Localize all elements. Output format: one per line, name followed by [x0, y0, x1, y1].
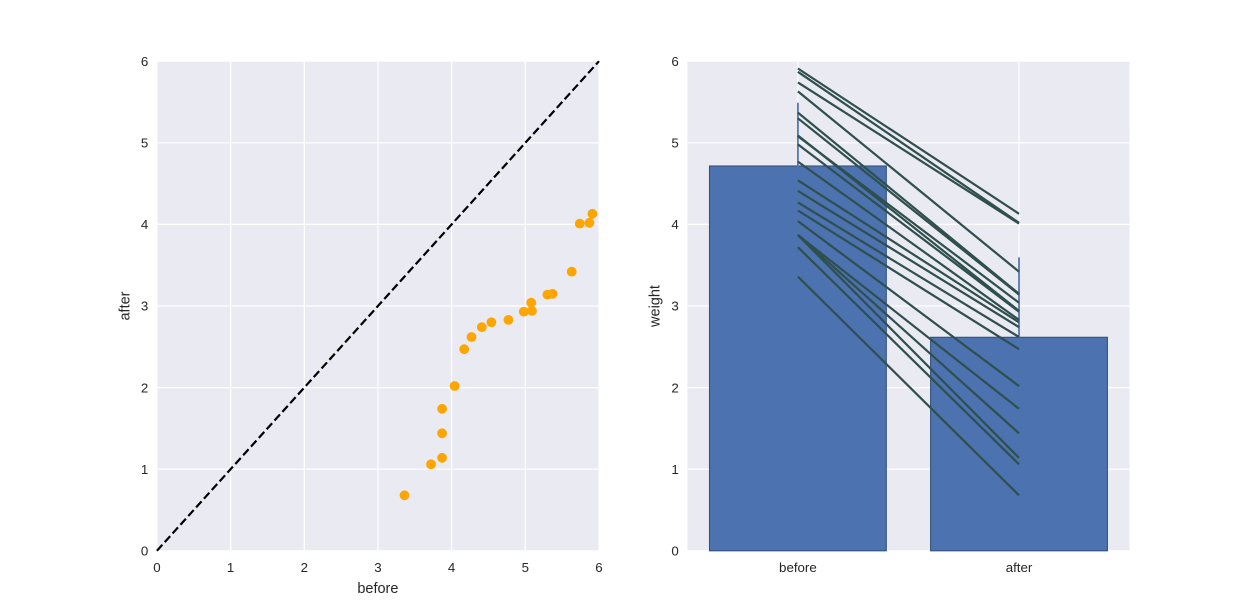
svg-text:2: 2	[301, 560, 308, 575]
svg-text:0: 0	[671, 544, 678, 559]
svg-text:before: before	[779, 560, 817, 575]
svg-text:4: 4	[448, 560, 455, 575]
svg-text:4: 4	[141, 217, 148, 232]
svg-text:0: 0	[141, 544, 148, 559]
svg-text:5: 5	[671, 136, 678, 151]
svg-text:2: 2	[141, 380, 148, 395]
svg-text:after: after	[118, 291, 134, 320]
svg-text:after: after	[1006, 560, 1033, 575]
svg-text:4: 4	[671, 217, 678, 232]
svg-text:1: 1	[671, 462, 678, 477]
svg-text:5: 5	[522, 560, 529, 575]
svg-text:6: 6	[141, 54, 148, 69]
svg-text:1: 1	[227, 560, 234, 575]
svg-text:6: 6	[595, 560, 602, 575]
svg-text:2: 2	[671, 380, 678, 395]
svg-text:weight: weight	[648, 285, 664, 328]
svg-text:1: 1	[141, 462, 148, 477]
svg-text:3: 3	[141, 299, 148, 314]
svg-text:5: 5	[141, 136, 148, 151]
svg-text:3: 3	[671, 299, 678, 314]
svg-text:before: before	[357, 581, 398, 597]
svg-text:0: 0	[153, 560, 160, 575]
svg-text:3: 3	[374, 560, 381, 575]
svg-text:6: 6	[671, 54, 678, 69]
